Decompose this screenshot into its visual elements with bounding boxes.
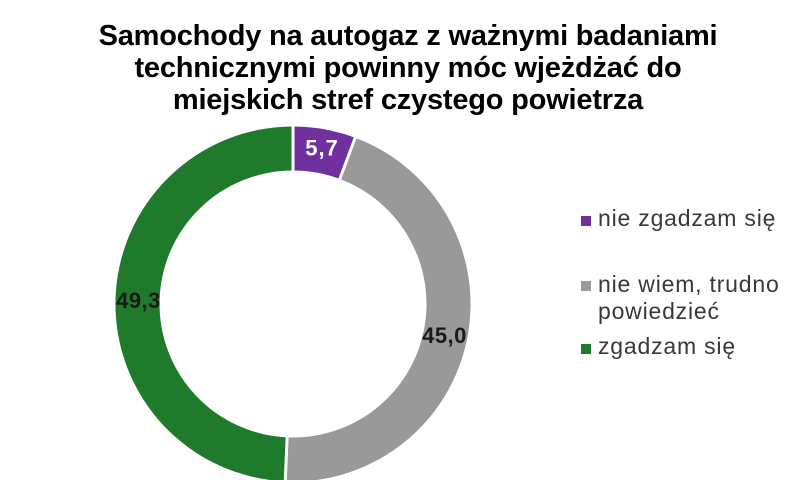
svg-text:49,3: 49,3: [116, 288, 161, 313]
svg-text:5,7: 5,7: [305, 136, 339, 161]
svg-text:45,0: 45,0: [422, 323, 467, 348]
